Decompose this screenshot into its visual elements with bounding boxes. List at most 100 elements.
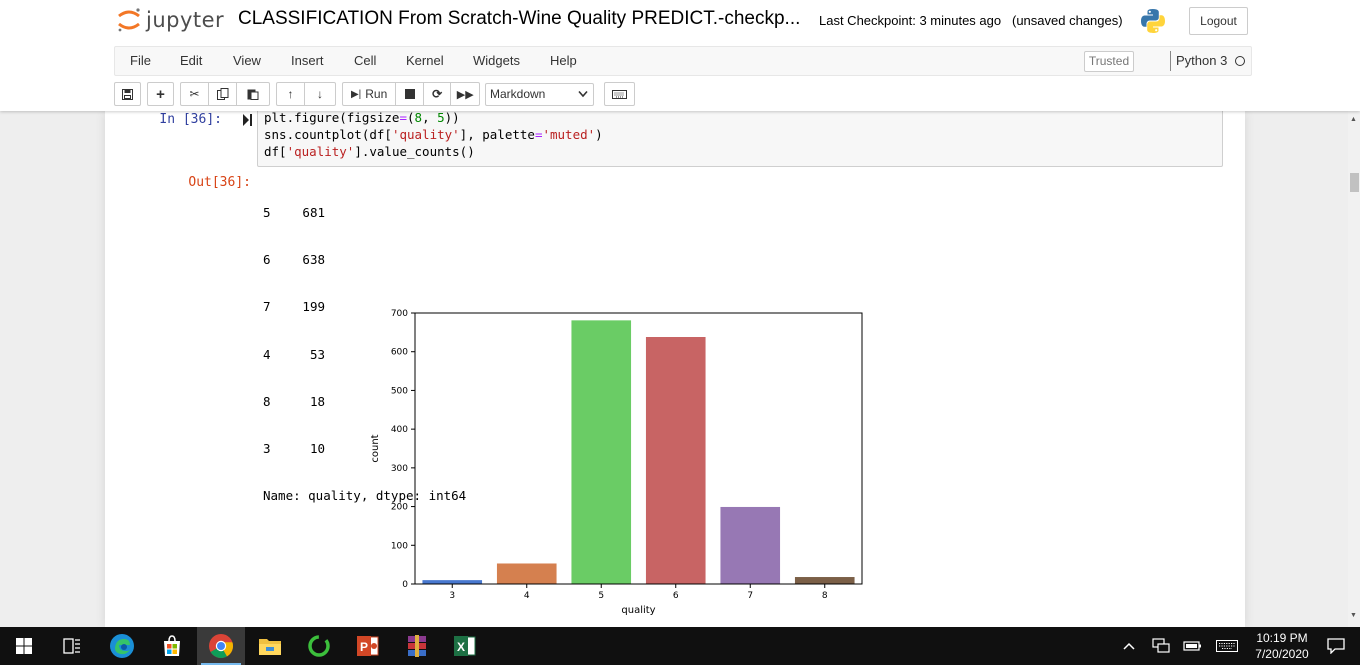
kernel-name: Python 3: [1176, 53, 1228, 68]
taskbar-edge[interactable]: [98, 627, 146, 665]
taskbar-clock[interactable]: 10:19 PM 7/20/2020: [1246, 630, 1318, 662]
x-tick-label: 3: [449, 591, 455, 601]
battery-icon: [1183, 641, 1201, 651]
chrome-icon: [209, 634, 234, 659]
menu-widgets[interactable]: Widgets: [473, 53, 520, 68]
toolbar-run-group: ▶| Run ⟳ ▶▶: [342, 82, 480, 106]
move-up-button[interactable]: ↑: [277, 83, 305, 105]
python-logo-icon: [1139, 7, 1167, 38]
copy-icon: [216, 88, 228, 100]
bar-quality-7: [720, 506, 781, 584]
bar-quality-8: [794, 577, 855, 584]
value-count-row: 8 18: [263, 393, 325, 409]
save-button[interactable]: [115, 83, 140, 105]
bar-quality-3: [422, 580, 483, 584]
tray-battery[interactable]: [1180, 627, 1206, 665]
value-count-row: 4 53: [263, 346, 325, 362]
value-count-row: 3 10: [263, 440, 325, 456]
notebook-title[interactable]: CLASSIFICATION From Scratch-Wine Quality…: [238, 8, 801, 29]
taskbar-chrome[interactable]: [197, 627, 245, 665]
taskbar-powerpoint[interactable]: P: [344, 627, 392, 665]
cell-type-value: Markdown: [490, 87, 546, 101]
clock-time: 10:19 PM: [1256, 631, 1308, 645]
menu-edit[interactable]: Edit: [180, 53, 203, 68]
cell-type-select[interactable]: Markdown: [485, 83, 594, 106]
taskbar-excel[interactable]: X: [441, 627, 489, 665]
menu-help[interactable]: Help: [550, 53, 577, 68]
menu-cell[interactable]: Cell: [354, 53, 377, 68]
menu-view[interactable]: View: [233, 53, 261, 68]
toolbar-save-group: [114, 82, 141, 106]
logout-button[interactable]: Logout: [1189, 7, 1248, 35]
toolbar-move-group: ↑ ↓: [276, 82, 336, 106]
command-palette-button[interactable]: [605, 83, 634, 105]
taskbar-green-app[interactable]: [295, 627, 343, 665]
run-button[interactable]: ▶| Run: [343, 83, 397, 105]
jupyter-logo[interactable]: jupyter: [116, 6, 224, 34]
y-tick-label: 200: [391, 503, 408, 513]
copy-button[interactable]: [209, 83, 237, 105]
scroll-up-arrow-icon[interactable]: ▲: [1350, 116, 1357, 123]
menu-kernel[interactable]: Kernel: [406, 53, 444, 68]
bar-quality-4: [496, 563, 557, 584]
start-button[interactable]: [0, 627, 48, 665]
task-view-icon: [63, 638, 80, 654]
scissors-icon: ✂: [189, 87, 200, 101]
code-input[interactable]: plt.figure(figsize=(8, 5)) sns.countplot…: [257, 111, 1223, 167]
menu-insert[interactable]: Insert: [291, 53, 324, 68]
value-count-row: 6 638: [263, 252, 325, 268]
move-down-button[interactable]: ↓: [305, 83, 335, 105]
cut-button[interactable]: ✂: [181, 83, 209, 105]
countplot-chart: 0 100 200 300 400 500 600 700 3 4 5 6 7 8 quality co…: [370, 309, 863, 616]
edge-icon: [110, 634, 134, 658]
scroll-down-arrow-icon[interactable]: ▼: [1350, 612, 1357, 619]
y-tick-label: 300: [391, 464, 408, 474]
powerpoint-icon: P: [357, 636, 379, 656]
insert-cell-button[interactable]: +: [148, 83, 173, 105]
step-forward-icon: ▶|: [350, 88, 362, 100]
keyboard-icon: [1216, 640, 1238, 652]
taskbar-store[interactable]: [148, 627, 196, 665]
code-line-3: df['quality'].value_counts(): [264, 144, 475, 159]
restart-button[interactable]: ⟳: [424, 83, 452, 105]
task-view-button[interactable]: [48, 627, 96, 665]
x-tick-label: 5: [598, 591, 604, 601]
jupyter-logo-text: jupyter: [146, 8, 225, 32]
code-line-1: plt.figure(figsize=(8, 5)): [264, 111, 460, 125]
y-tick-label: 600: [391, 348, 408, 358]
trusted-indicator[interactable]: Trusted: [1084, 51, 1134, 72]
interrupt-button[interactable]: [396, 83, 424, 105]
tray-overflow-button[interactable]: [1118, 627, 1140, 665]
refresh-circle-icon: [308, 635, 330, 657]
page-scrollbar[interactable]: [1348, 111, 1360, 627]
restart-run-all-button[interactable]: ▶▶: [451, 83, 479, 105]
tray-network[interactable]: [1148, 627, 1174, 665]
value-count-row: 5 681: [263, 205, 325, 220]
svg-text:X: X: [457, 640, 465, 654]
chevron-up-icon: [1123, 642, 1135, 650]
run-cell-icon[interactable]: [243, 114, 253, 126]
bar-quality-6: [645, 337, 706, 584]
folder-icon: [259, 639, 281, 655]
value-counts-footer: Name: quality, dtype: int64: [263, 488, 467, 504]
chevron-down-icon: [578, 90, 588, 98]
menubar: File Edit View Insert Cell Kernel Widget…: [114, 46, 1252, 76]
y-tick-label: 0: [402, 580, 408, 590]
taskbar-file-explorer[interactable]: [246, 627, 294, 665]
page-scrollbar-thumb[interactable]: [1350, 173, 1359, 192]
action-center-button[interactable]: [1320, 627, 1352, 665]
tray-keyboard[interactable]: [1212, 627, 1242, 665]
x-tick-label: 6: [673, 591, 679, 601]
winrar-icon: [408, 635, 426, 657]
kernel-status-icon: [1235, 56, 1245, 66]
redo-icon: ⟳: [432, 87, 443, 101]
output-prompt: Out[36]:: [188, 175, 251, 190]
paste-icon: [247, 89, 259, 100]
menu-file[interactable]: File: [130, 53, 151, 68]
paste-button[interactable]: [237, 83, 269, 105]
toolbar-edit-group: ✂: [180, 82, 270, 106]
stop-icon: [404, 89, 415, 99]
jupyter-logo-icon: [118, 8, 140, 32]
taskbar-winrar[interactable]: [393, 627, 441, 665]
y-axis-label: count: [370, 434, 381, 462]
